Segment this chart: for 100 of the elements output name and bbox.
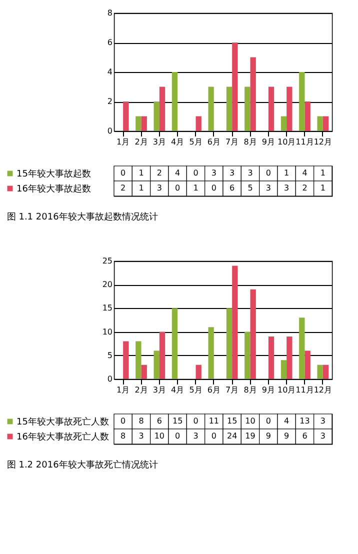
x-tick-label: 3月	[152, 386, 166, 394]
data-label: 5	[248, 184, 253, 192]
bar	[208, 327, 214, 379]
bar	[304, 350, 310, 379]
legend-label: 16年较大事故死亡人数	[16, 432, 109, 442]
bar	[123, 102, 129, 131]
data-label: 1	[320, 168, 326, 178]
data-label: 0	[266, 416, 271, 426]
bar	[232, 42, 238, 131]
bar	[136, 116, 142, 131]
data-label: 3	[156, 184, 162, 192]
data-label: 0	[193, 416, 198, 426]
y-tick-label: 0	[107, 126, 112, 136]
bar	[123, 341, 129, 379]
bar	[172, 308, 178, 379]
x-tick-label: 11月	[296, 138, 314, 146]
x-tick-label: 4月	[171, 138, 184, 146]
x-tick-label: 5月	[189, 386, 202, 394]
data-label: 3	[320, 432, 326, 440]
caption: 图 1.2 2016年较大事故死亡情况统计	[6, 460, 158, 471]
x-tick-label: 8月	[244, 386, 257, 394]
data-label: 0	[211, 432, 216, 440]
x-tick-label: 5月	[189, 138, 202, 146]
bar	[208, 86, 214, 131]
data-label: 3	[284, 184, 290, 192]
x-tick-label: 3月	[152, 138, 166, 146]
bar	[280, 360, 287, 379]
data-label: 0	[266, 168, 271, 178]
bar	[226, 308, 232, 379]
data-label: 6	[156, 416, 162, 426]
bar	[286, 336, 292, 379]
x-tick-label: 8月	[244, 138, 257, 146]
bar	[317, 364, 323, 379]
y-tick-label: 0	[107, 374, 112, 384]
data-label: 1	[284, 168, 290, 178]
bar	[286, 86, 292, 131]
y-tick-label: 20	[102, 280, 112, 290]
data-label: 4	[175, 168, 180, 178]
x-tick-label: 12月	[314, 138, 332, 146]
data-label: 4	[284, 416, 290, 426]
data-label: 4	[302, 168, 308, 178]
legend-label: 15年较大事故死亡人数	[16, 416, 109, 428]
legend-label: 16年较大事故起数	[16, 184, 91, 194]
bar	[317, 116, 323, 131]
x-tick-label: 12月	[314, 386, 332, 394]
data-label: 3	[138, 432, 144, 440]
bar	[322, 116, 329, 131]
x-tick-label: 7月	[226, 138, 239, 146]
data-label: 3	[211, 168, 216, 178]
data-label: 2	[302, 184, 308, 192]
bar	[250, 289, 256, 379]
data-label: 13	[300, 416, 310, 426]
data-label: 0	[193, 168, 198, 178]
bar	[196, 364, 202, 379]
x-tick-label: 2月	[134, 386, 148, 394]
bar	[304, 102, 310, 131]
data-label: 0	[211, 184, 216, 192]
bar	[172, 72, 178, 131]
data-label: 1	[193, 184, 198, 192]
bar	[154, 102, 160, 131]
y-tick-label: 4	[107, 68, 112, 76]
x-tick-label: 4月	[171, 386, 184, 394]
data-label: 3	[230, 168, 235, 178]
bar	[141, 364, 147, 379]
y-tick-label: 25	[102, 256, 112, 266]
data-label: 1	[138, 168, 144, 178]
bar	[154, 350, 160, 379]
data-label: 2	[120, 184, 126, 192]
x-tick-label: 1月	[116, 138, 130, 146]
bar	[226, 86, 232, 131]
data-label: 6	[230, 184, 235, 192]
data-label: 0	[175, 432, 180, 440]
data-label: 9	[266, 432, 271, 440]
x-tick-label: 1月	[116, 386, 130, 394]
bar	[244, 332, 250, 379]
data-label: 10	[245, 416, 256, 426]
bar	[268, 86, 274, 131]
data-label: 1	[320, 184, 326, 192]
bar	[232, 266, 238, 379]
data-label: 3	[193, 432, 198, 440]
x-tick-label: 6月	[207, 386, 220, 394]
y-tick-label: 15	[102, 304, 112, 313]
bar	[244, 86, 250, 131]
data-label: 8	[138, 416, 144, 426]
data-label: 0	[120, 168, 126, 178]
data-label: 3	[248, 168, 253, 178]
data-label: 0	[120, 416, 126, 426]
x-tick-label: 6月	[207, 138, 220, 146]
data-label: 24	[226, 432, 238, 440]
y-tick-label: 5	[107, 350, 112, 360]
data-label: 15	[226, 416, 238, 426]
bar	[159, 332, 166, 379]
data-label: 8	[120, 432, 126, 440]
bar	[299, 318, 305, 379]
legend-label: 15年较大事故起数	[16, 168, 91, 180]
bar	[250, 57, 256, 131]
bar	[159, 86, 166, 131]
data-label: 1	[138, 184, 144, 192]
bar	[322, 364, 329, 379]
data-label: 2	[156, 168, 162, 178]
